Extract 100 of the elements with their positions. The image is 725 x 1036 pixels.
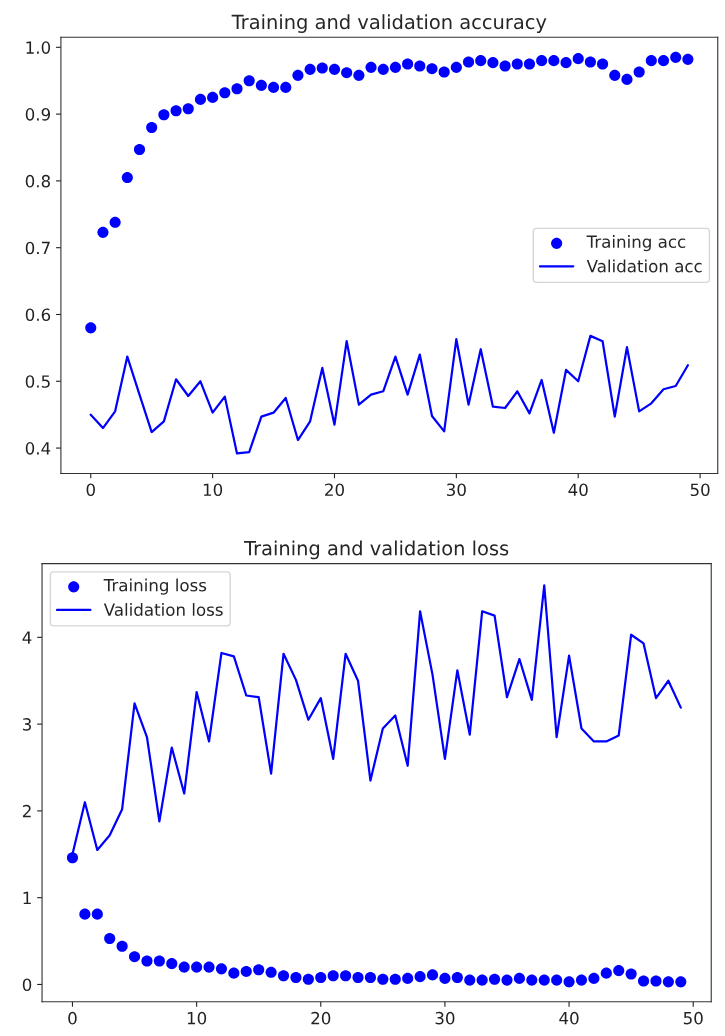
point — [499, 60, 511, 72]
point — [597, 58, 609, 70]
y-tick-label: 0.8 — [25, 174, 51, 188]
point — [203, 961, 215, 973]
point — [675, 976, 687, 988]
point — [513, 972, 525, 984]
chart-title: Training and validation loss — [244, 540, 509, 560]
point — [128, 951, 141, 963]
point — [166, 958, 178, 970]
point — [316, 62, 328, 74]
point — [572, 53, 584, 65]
point — [292, 69, 304, 81]
y-tick-label: 0.4 — [25, 442, 51, 455]
point — [538, 974, 550, 986]
point — [438, 66, 450, 78]
y-tick-label: 0.9 — [25, 108, 51, 121]
y-tick-label: 0.5 — [25, 375, 50, 388]
point — [153, 955, 165, 967]
y-tick-label: 1 — [23, 891, 31, 905]
point — [191, 961, 203, 973]
point — [364, 971, 376, 984]
y-tick-label: 0.6 — [25, 308, 51, 322]
x-tick-label: 10 — [203, 483, 223, 497]
point — [141, 955, 153, 967]
point — [255, 79, 267, 91]
point — [328, 63, 341, 75]
point — [645, 55, 657, 67]
point — [377, 63, 389, 75]
x-tick-label: 0 — [86, 483, 95, 497]
legend-label: Validation acc — [586, 259, 702, 273]
y-tick-label: 3 — [22, 718, 31, 731]
point — [265, 966, 277, 978]
point — [182, 103, 194, 115]
point — [253, 964, 265, 976]
point — [302, 973, 314, 985]
point — [97, 226, 109, 238]
point — [462, 56, 475, 68]
point — [79, 908, 91, 920]
x-tick-label: 0 — [68, 1011, 77, 1025]
point — [414, 971, 426, 983]
x-tick-label: 20 — [325, 483, 344, 497]
point — [609, 69, 621, 81]
y-tick-label: 0.7 — [25, 241, 50, 255]
point — [526, 974, 538, 986]
point — [66, 852, 79, 864]
point — [588, 972, 600, 984]
point — [365, 61, 377, 73]
point — [402, 972, 414, 984]
chart-title: Training and validation accuracy — [231, 14, 547, 34]
point — [657, 55, 670, 67]
point — [439, 972, 451, 984]
legend-label: Training loss — [103, 578, 207, 595]
point — [121, 172, 133, 184]
point — [563, 976, 575, 988]
point — [638, 975, 650, 987]
y-tick-label: 4 — [22, 631, 32, 644]
point — [341, 67, 353, 79]
line-series — [89, 334, 689, 455]
point — [487, 57, 499, 69]
point — [536, 55, 548, 67]
y-tick-label: 0 — [22, 978, 32, 992]
point — [402, 58, 414, 70]
point — [575, 974, 588, 986]
point — [228, 967, 240, 979]
point — [584, 56, 596, 68]
point — [650, 975, 662, 987]
point — [613, 965, 625, 977]
point — [215, 963, 227, 975]
point — [426, 63, 438, 75]
point — [280, 81, 292, 93]
x-tick-label: 50 — [690, 483, 710, 497]
point — [133, 143, 146, 156]
point — [511, 58, 523, 70]
point — [389, 973, 401, 985]
point — [240, 965, 252, 977]
point — [389, 61, 401, 73]
point — [489, 973, 501, 985]
point — [475, 55, 487, 67]
point — [501, 974, 513, 986]
point — [523, 58, 536, 70]
point — [600, 967, 612, 979]
legend-label: Training acc — [586, 235, 686, 252]
point — [548, 55, 560, 67]
point — [268, 81, 280, 93]
point — [158, 109, 170, 121]
x-tick-label: 40 — [559, 1011, 579, 1025]
point — [662, 976, 674, 988]
point — [104, 932, 116, 945]
x-tick-label: 50 — [683, 1011, 703, 1025]
point — [146, 121, 158, 134]
y-tick-label: 1.0 — [26, 41, 51, 54]
point — [91, 908, 103, 920]
point — [170, 105, 182, 117]
point — [85, 322, 97, 334]
point — [621, 73, 633, 85]
point — [340, 970, 352, 982]
point — [315, 971, 327, 984]
point — [290, 971, 302, 984]
x-tick-label: 10 — [187, 1011, 207, 1025]
point — [109, 216, 121, 228]
